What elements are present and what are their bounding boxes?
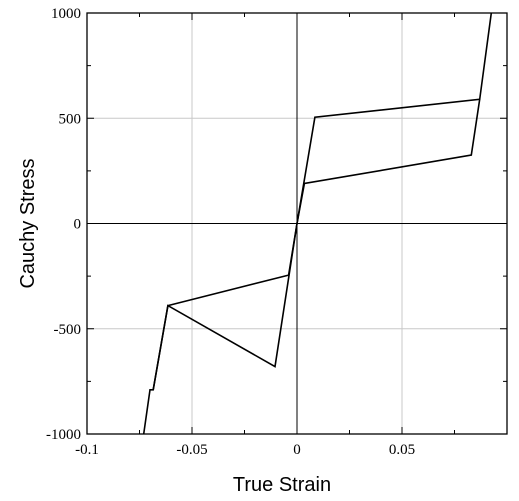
y-axis-title: Cauchy Stress <box>17 158 39 288</box>
y-tick-label-4: 1000 <box>51 6 81 22</box>
y-tick-label-0: -1000 <box>46 427 81 443</box>
y-tick-label-3: 500 <box>59 111 82 127</box>
x-tick-labels: -0.1 -0.05 0 0.05 <box>75 442 415 458</box>
x-axis-title: True Strain <box>233 474 331 496</box>
ticks <box>86 12 508 435</box>
y-tick-label-1: -500 <box>54 322 82 338</box>
x-tick-label-1: -0.05 <box>176 442 207 458</box>
series-line-0 <box>142 12 493 435</box>
curves <box>142 12 493 435</box>
series-line-1 <box>152 99 481 390</box>
y-tick-label-2: 0 <box>74 217 82 233</box>
x-tick-label-0: -0.1 <box>75 442 99 458</box>
y-tick-labels: -1000 -500 0 500 1000 <box>46 6 81 443</box>
x-tick-label-3: 0.05 <box>389 442 415 458</box>
x-tick-label-2: 0 <box>293 442 301 458</box>
